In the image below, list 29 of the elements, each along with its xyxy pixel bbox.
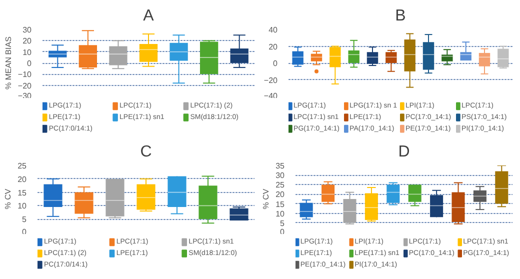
y-tick-label: 5 xyxy=(280,218,286,228)
y-tick-label: −20 xyxy=(18,81,32,90)
y-axis-title: % CV xyxy=(262,188,271,210)
y-tick-label: 0 xyxy=(273,59,278,68)
chart-title: A xyxy=(143,8,154,24)
chart-title: B xyxy=(395,8,406,24)
y-tick-label: 40 xyxy=(268,26,278,34)
y-tick-label: 15 xyxy=(276,200,286,209)
y-axis-title: % CV xyxy=(4,188,13,210)
y-tick-label: 25 xyxy=(18,162,28,170)
y-tick-label: 25 xyxy=(276,180,286,190)
y-tick-label: 20 xyxy=(22,36,32,46)
y-tick-label: 10 xyxy=(276,209,286,218)
y-tick-label: 20 xyxy=(18,174,28,184)
chart-title: D xyxy=(398,144,410,160)
y-tick-label: 10 xyxy=(18,202,28,211)
chart-title: C xyxy=(140,144,152,160)
y-tick-label: 10 xyxy=(22,48,32,57)
y-tick-label: 0 xyxy=(27,59,32,68)
y-tick-label: −20 xyxy=(264,76,278,85)
y-tick-label: 30 xyxy=(22,26,32,34)
y-tick-label: 20 xyxy=(276,190,286,200)
y-tick-label: −10 xyxy=(18,70,32,80)
y-tick-label: 35 xyxy=(276,162,286,170)
y-axis-title: % MEAN BIAS xyxy=(4,36,13,90)
y-tick-label: 30 xyxy=(276,171,286,180)
y-tick-label: 5 xyxy=(22,215,28,224)
y-tick-label: 20 xyxy=(268,42,278,52)
y-tick-label: 15 xyxy=(18,188,28,198)
